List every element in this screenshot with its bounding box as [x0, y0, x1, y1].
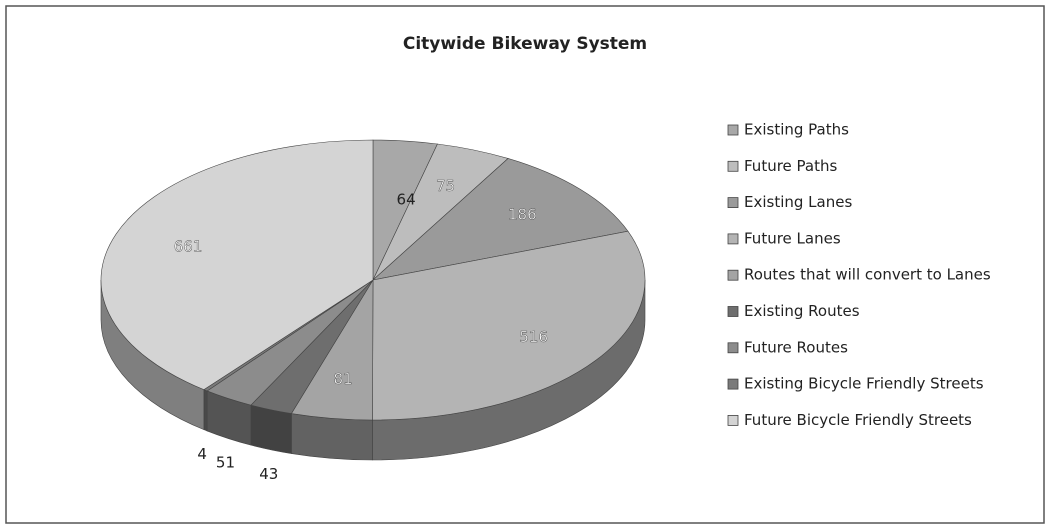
legend-swatch [727, 342, 739, 354]
legend-label: Existing Routes [744, 302, 860, 320]
pie-slice [290, 278, 374, 461]
slice-top [100, 139, 374, 390]
legend-label: Existing Paths [744, 121, 849, 139]
legend-swatch [727, 414, 739, 426]
data-label: 43 [259, 465, 278, 483]
data-label: 64 [397, 191, 416, 209]
legend-label: Future Bicycle Friendly Streets [744, 411, 972, 429]
pie-slice [372, 230, 646, 461]
pie-slice [206, 279, 374, 446]
legend-label: Existing Lanes [744, 193, 852, 211]
legend-swatch [727, 160, 739, 172]
legend-label: Routes that will convert to Lanes [744, 266, 991, 284]
legend-label: Future Routes [744, 338, 848, 356]
slice-side [203, 389, 208, 432]
data-label: 516 [519, 328, 548, 346]
legend-label: Future Paths [744, 157, 837, 175]
slice-side [291, 413, 373, 461]
pie-slice [371, 158, 629, 281]
slice-top [371, 158, 629, 281]
legend-swatch [727, 378, 739, 390]
slice-top [372, 230, 646, 421]
legend-swatch [727, 124, 739, 136]
legend-swatch [727, 306, 739, 317]
legend-swatch [727, 197, 739, 209]
data-label: 51 [216, 453, 235, 471]
data-label: 4 [197, 445, 207, 463]
legend-swatch [727, 233, 739, 245]
chart-title: Citywide Bikeway System [403, 34, 647, 54]
data-label: 186 [508, 205, 537, 223]
data-label: 81 [334, 370, 353, 388]
pie-slice [100, 139, 374, 431]
data-label: 75 [436, 177, 455, 195]
legend-swatch [727, 269, 739, 281]
legend-label: Existing Bicycle Friendly Streets [744, 375, 984, 393]
data-label: 661 [174, 237, 203, 255]
legend-label: Future Lanes [744, 229, 841, 247]
